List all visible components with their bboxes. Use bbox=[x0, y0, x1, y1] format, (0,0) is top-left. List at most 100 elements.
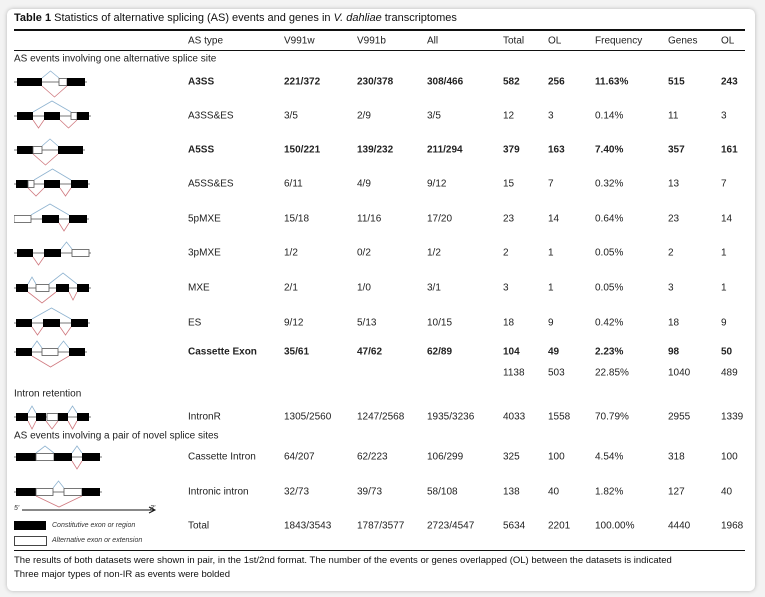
bottom-rule bbox=[14, 550, 745, 551]
table-cell: 104 bbox=[503, 346, 520, 358]
table-cell: 40 bbox=[548, 486, 560, 498]
table-cell: 3/5 bbox=[284, 110, 298, 122]
table-title: Table 1 Statistics of alternative splici… bbox=[14, 12, 457, 24]
as-type: Intronic intron bbox=[188, 486, 249, 498]
header-rule bbox=[14, 50, 745, 51]
table-cell: 150/221 bbox=[284, 144, 321, 156]
as-type: 3pMXE bbox=[188, 247, 221, 259]
table-cell: 9 bbox=[721, 317, 727, 329]
table-cell: 1/0 bbox=[357, 282, 371, 294]
table-cell: 7 bbox=[721, 178, 727, 190]
table-cell: 1 bbox=[721, 247, 727, 259]
splicing-diagram-icon bbox=[14, 445, 102, 470]
table-cell: 230/378 bbox=[357, 76, 394, 88]
table-cell: 2723/4547 bbox=[427, 520, 475, 532]
table-cell: 23 bbox=[503, 213, 515, 225]
table-cell: 23 bbox=[668, 213, 680, 225]
as-type: Cassette Intron bbox=[188, 451, 256, 463]
as-type: 5pMXE bbox=[188, 213, 221, 225]
table-cell: 11 bbox=[668, 110, 679, 122]
table-cell: 70.79% bbox=[595, 411, 629, 423]
column-header: All bbox=[427, 35, 439, 47]
table-cell: 582 bbox=[503, 76, 520, 88]
legend-alternative: Alternative exon or extension bbox=[52, 537, 143, 544]
table-cell: 1305/2560 bbox=[284, 411, 332, 423]
table-cell: 100 bbox=[548, 451, 565, 463]
table-cell: 11.63% bbox=[595, 76, 629, 88]
table-cell: 0.05% bbox=[595, 247, 624, 259]
table-cell: 0.05% bbox=[595, 282, 624, 294]
table-cell: 1 bbox=[548, 247, 554, 259]
table-cell: 14 bbox=[548, 213, 560, 225]
table-cell: 138 bbox=[503, 486, 520, 498]
table-cell: 1040 bbox=[668, 367, 691, 379]
top-rule bbox=[14, 29, 745, 31]
table-cell: 9/12 bbox=[284, 317, 304, 329]
table-cell: 5634 bbox=[503, 520, 526, 532]
table-cell: 1968 bbox=[721, 520, 744, 532]
table-cell: 0.32% bbox=[595, 178, 624, 190]
table-cell: 1.82% bbox=[595, 486, 624, 498]
table-cell: 7.40% bbox=[595, 144, 624, 156]
table-cell: 1935/3236 bbox=[427, 411, 475, 423]
as-type: MXE bbox=[188, 282, 210, 294]
column-header: V991w bbox=[284, 35, 315, 47]
table-cell: 64/207 bbox=[284, 451, 315, 463]
table-cell: 106/299 bbox=[427, 451, 464, 463]
column-header: Total bbox=[503, 35, 525, 47]
table-cell: 161 bbox=[721, 144, 738, 156]
splicing-diagram-icon bbox=[14, 241, 91, 266]
table-cell: 4440 bbox=[668, 520, 691, 532]
column-header: OL bbox=[548, 35, 562, 47]
as-type: A5SS&ES bbox=[188, 178, 234, 190]
table-cell: 3 bbox=[721, 110, 727, 122]
table-cell: 2.23% bbox=[595, 346, 624, 358]
table-cell: 14 bbox=[721, 213, 733, 225]
table-cell: 50 bbox=[721, 346, 733, 358]
table-card bbox=[7, 9, 755, 591]
table-cell: 18 bbox=[503, 317, 515, 329]
table-cell: 515 bbox=[668, 76, 685, 88]
table-cell: 221/372 bbox=[284, 76, 321, 88]
splicing-diagram-icon bbox=[14, 480, 102, 508]
table-cell: 379 bbox=[503, 144, 520, 156]
splicing-diagram-icon bbox=[14, 138, 85, 166]
table-cell: 163 bbox=[548, 144, 565, 156]
table-cell: 13 bbox=[668, 178, 680, 190]
legend-arrow-icon bbox=[22, 506, 157, 514]
column-header: V991b bbox=[357, 35, 386, 47]
table-cell: 17/20 bbox=[427, 213, 453, 225]
splicing-diagram-icon bbox=[14, 307, 90, 336]
column-header: Genes bbox=[668, 35, 698, 47]
table-cell: 98 bbox=[668, 346, 680, 358]
table-cell: 1339 bbox=[721, 411, 744, 423]
splicing-diagram-icon bbox=[14, 70, 87, 98]
as-type: A5SS bbox=[188, 144, 215, 156]
table-cell: 3 bbox=[668, 282, 674, 294]
table-cell: 2 bbox=[668, 247, 674, 259]
table-cell: 256 bbox=[548, 76, 565, 88]
table-cell: 1787/3577 bbox=[357, 520, 405, 532]
table-cell: 308/466 bbox=[427, 76, 464, 88]
table-cell: 1843/3543 bbox=[284, 520, 332, 532]
table-cell: 2955 bbox=[668, 411, 691, 423]
table-cell: 47/62 bbox=[357, 346, 383, 358]
table-cell: 22.85% bbox=[595, 367, 629, 379]
table-cell: 139/232 bbox=[357, 144, 394, 156]
table-cell: 3/5 bbox=[427, 110, 441, 122]
table-cell: 9/12 bbox=[427, 178, 447, 190]
table-cell: 62/89 bbox=[427, 346, 453, 358]
table-cell: 503 bbox=[548, 367, 565, 379]
table-cell: 1558 bbox=[548, 411, 571, 423]
legend-3prime: 3' bbox=[150, 505, 156, 512]
table-cell: 5/13 bbox=[357, 317, 377, 329]
footnote: The results of both datasets were shown … bbox=[14, 555, 672, 566]
table-cell: 2 bbox=[503, 247, 509, 259]
table-cell: 0/2 bbox=[357, 247, 371, 259]
table-cell: 4/9 bbox=[357, 178, 371, 190]
table-cell: 58/108 bbox=[427, 486, 458, 498]
table-cell: 1 bbox=[721, 282, 727, 294]
column-header: Frequency bbox=[595, 35, 643, 47]
table-cell: 243 bbox=[721, 76, 738, 88]
table-cell: 9 bbox=[548, 317, 554, 329]
